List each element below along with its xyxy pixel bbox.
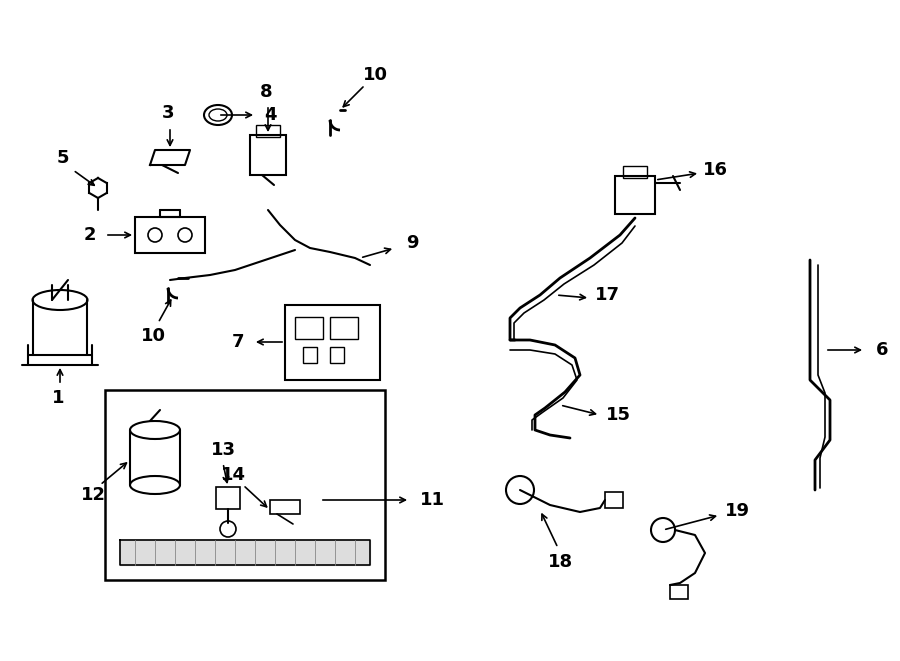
Text: 1: 1 (52, 389, 64, 407)
Text: 3: 3 (162, 104, 175, 122)
Polygon shape (120, 540, 370, 565)
Text: 18: 18 (547, 553, 572, 571)
Bar (303, 347, 317, 363)
Text: 4: 4 (264, 106, 276, 124)
Bar (670, 585, 688, 599)
Text: 14: 14 (220, 466, 246, 484)
Text: 10: 10 (140, 327, 166, 345)
Text: 17: 17 (595, 286, 619, 304)
Text: 2: 2 (84, 226, 96, 244)
Text: 8: 8 (260, 83, 273, 101)
Text: 13: 13 (211, 441, 236, 459)
Text: 15: 15 (606, 406, 631, 424)
Text: 5: 5 (57, 149, 69, 167)
Bar (270, 500, 300, 514)
Bar (615, 176, 655, 214)
Bar (330, 317, 358, 339)
Bar (623, 166, 647, 178)
Bar (135, 217, 205, 253)
Text: 6: 6 (876, 341, 888, 359)
Text: 9: 9 (406, 234, 419, 252)
Text: 16: 16 (703, 161, 727, 179)
Bar (250, 135, 286, 175)
Bar (216, 487, 240, 509)
Bar (605, 492, 623, 508)
Text: 11: 11 (419, 491, 445, 509)
Bar (330, 347, 344, 363)
Text: 7: 7 (232, 333, 244, 351)
Text: 19: 19 (724, 502, 750, 520)
Bar (285, 305, 380, 380)
Bar (256, 125, 280, 137)
Text: 10: 10 (363, 66, 388, 84)
Bar (295, 317, 323, 339)
Bar (105, 390, 385, 580)
Text: 12: 12 (80, 486, 105, 504)
